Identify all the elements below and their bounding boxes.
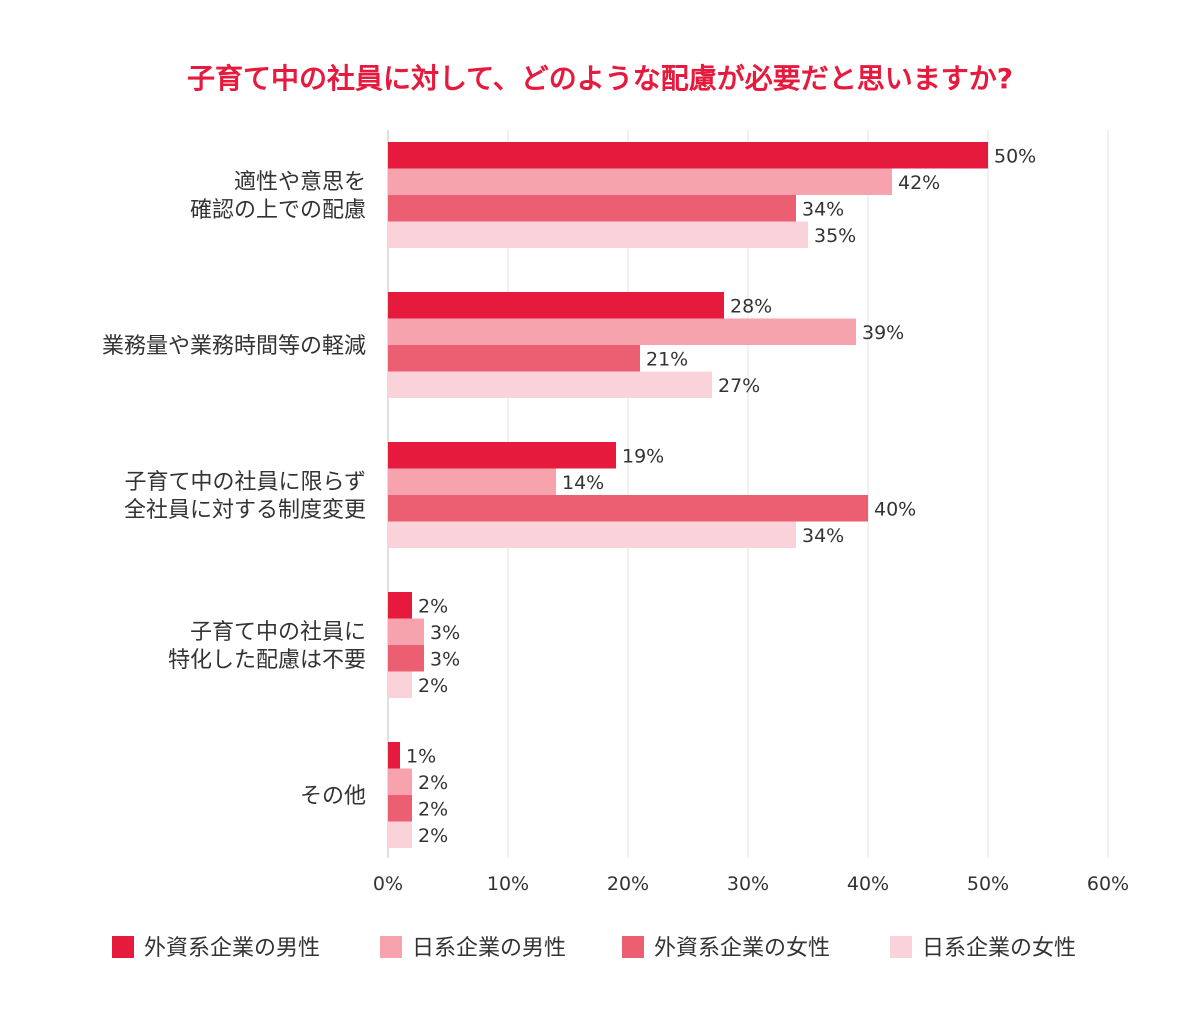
data-label: 34% [802, 198, 844, 220]
data-label: 2% [418, 675, 448, 697]
bar [388, 142, 988, 169]
legend-swatch [380, 936, 402, 958]
bar [388, 221, 808, 248]
bar [388, 442, 616, 469]
category-label: 適性や意思を確認の上での配慮 [190, 170, 366, 223]
legend-label: 日系企業の女性 [922, 936, 1076, 961]
category-labels: 適性や意思を確認の上での配慮業務量や業務時間等の軽減子育て中の社員に限らず全社員… [102, 170, 366, 809]
bar [388, 671, 412, 698]
x-tick-label: 60% [1087, 873, 1129, 895]
x-tick-label: 20% [607, 873, 649, 895]
data-label: 2% [418, 798, 448, 820]
data-label: 40% [874, 498, 916, 520]
bar [388, 292, 724, 319]
data-label: 2% [418, 595, 448, 617]
data-label: 35% [814, 225, 856, 247]
bar [388, 495, 868, 522]
x-tick-label: 50% [967, 873, 1009, 895]
legend-swatch [112, 936, 134, 958]
legend-swatch [622, 936, 644, 958]
legend-swatch [890, 936, 912, 958]
data-label: 27% [718, 375, 760, 397]
data-label: 21% [646, 348, 688, 370]
legend-label: 日系企業の男性 [412, 936, 566, 961]
chart-title: 子育て中の社員に対して、どのような配慮が必要だと思いますか? [187, 62, 1013, 95]
x-tick-label: 10% [487, 873, 529, 895]
bar [388, 371, 712, 398]
x-tick-label: 30% [727, 873, 769, 895]
legend: 外資系企業の男性 日系企業の男性 外資系企業の女性 日系企業の女性 [112, 936, 1076, 961]
data-label: 2% [418, 772, 448, 794]
category-label: その他 [300, 784, 366, 809]
bar [388, 468, 556, 495]
bar [388, 592, 412, 619]
category-label: 子育て中の社員に限らず全社員に対する制度変更 [124, 470, 366, 523]
data-label: 50% [994, 145, 1036, 167]
bar [388, 345, 640, 372]
x-axis-ticks: 0% 10% 20% 30% 40% 50% 60% [373, 873, 1129, 895]
x-tick-label: 40% [847, 873, 889, 895]
grid-lines [387, 130, 1109, 858]
data-label: 3% [430, 622, 460, 644]
data-label: 19% [622, 445, 664, 467]
bar [388, 742, 400, 769]
data-label: 34% [802, 525, 844, 547]
bar [388, 195, 796, 222]
category-label: 子育て中の社員に特化した配慮は不要 [168, 620, 366, 673]
data-label: 42% [898, 172, 940, 194]
data-label: 2% [418, 825, 448, 847]
data-label: 28% [730, 295, 772, 317]
x-tick-label: 0% [373, 873, 403, 895]
bar [388, 168, 892, 195]
bar [388, 318, 856, 345]
bar [388, 645, 424, 672]
data-label: 14% [562, 472, 604, 494]
data-label: 39% [862, 322, 904, 344]
legend-label: 外資系企業の男性 [144, 936, 320, 961]
data-label: 3% [430, 648, 460, 670]
bar [388, 795, 412, 822]
bar [388, 768, 412, 795]
data-label: 1% [406, 745, 436, 767]
bar [388, 618, 424, 645]
bar [388, 821, 412, 848]
category-label: 業務量や業務時間等の軽減 [102, 334, 366, 359]
bars: 50% 42% 34% 35% 28% 39% 21% 27% 19% 14% 40% 34% 2% 3%… [388, 142, 1036, 848]
bar [388, 521, 796, 548]
legend-label: 外資系企業の女性 [654, 936, 830, 961]
